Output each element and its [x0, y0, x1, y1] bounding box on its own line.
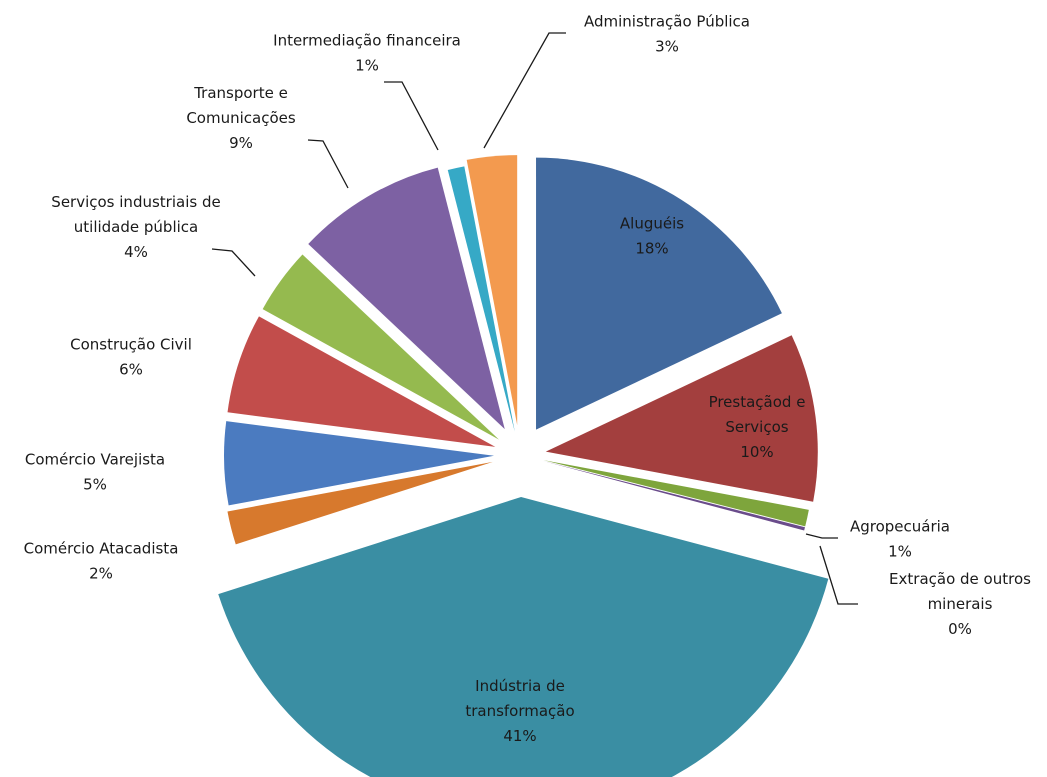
slice-name: Extração de outros [889, 570, 1031, 588]
leader-line [805, 533, 838, 539]
slice-name: Prestaçãod e [709, 393, 806, 411]
slice-percent: 2% [89, 565, 113, 583]
slice-label: Transporte e Comunicações 9% [186, 84, 296, 152]
slice-percent: 4% [124, 243, 148, 261]
pie-slice [466, 155, 518, 426]
slice-label: Comércio Atacadista 2% [24, 540, 179, 583]
slice-percent: 9% [229, 134, 253, 152]
slice-label: Serviços industriais de utilidade pública… [51, 193, 220, 261]
slice-label: Intermediação financeira 1% [273, 32, 461, 75]
slice-percent: 3% [655, 38, 679, 56]
leader-line [384, 81, 439, 151]
leader-line [307, 139, 349, 189]
pie-slice [545, 335, 818, 502]
slice-label: Comércio Varejista 5% [25, 451, 165, 494]
slice-name: transformação [465, 702, 574, 720]
slice-percent: 41% [503, 727, 536, 745]
slice-label: Construção Civil 6% [70, 336, 192, 379]
slice-label: Agropecuária 1% [850, 518, 950, 561]
leader-lines [211, 32, 858, 605]
pie-slice [543, 460, 809, 527]
pie-slice [447, 166, 515, 432]
slice-label: Extração de outros minerais 0% [889, 570, 1031, 638]
pie-slice [262, 254, 499, 440]
slice-percent: 6% [119, 361, 143, 379]
slice-name: Serviços [725, 418, 788, 436]
slice-percent: 1% [888, 543, 912, 561]
pie-slice [224, 421, 495, 506]
slice-percent: 10% [740, 443, 773, 461]
pie-slice [536, 157, 782, 430]
pie-slice [227, 316, 496, 447]
slice-label: Indústria de transformação 41% [465, 677, 574, 745]
slice-name: Administração Pública [584, 13, 750, 31]
slice-name: Indústria de [475, 677, 565, 695]
pie-slice [543, 461, 805, 531]
leader-line [819, 545, 858, 605]
slice-labels: Aluguéis 18% Prestaçãod e Serviços 10% Agrope… [24, 13, 1032, 746]
slice-name: Comunicações [186, 109, 296, 127]
pie-slices [218, 155, 829, 777]
pie-slice [218, 496, 829, 777]
slice-name: Comércio Atacadista [24, 540, 179, 558]
slice-name: Intermediação financeira [273, 32, 461, 50]
slice-percent: 18% [635, 240, 668, 258]
slice-name: Aluguéis [620, 215, 684, 233]
slice-name: Transporte e [193, 84, 288, 102]
slice-label: Administração Pública 3% [584, 13, 750, 56]
slice-name: Comércio Varejista [25, 451, 165, 469]
leader-line [483, 32, 566, 149]
leader-line [211, 248, 256, 277]
slice-label: Aluguéis 18% [620, 215, 684, 258]
pie-slice [308, 167, 505, 430]
slice-name: utilidade pública [74, 218, 198, 236]
slice-name: Serviços industriais de [51, 193, 220, 211]
pie-slice [227, 461, 493, 545]
slice-label: Prestaçãod e Serviços 10% [709, 393, 806, 461]
slice-name: Agropecuária [850, 518, 950, 536]
slice-percent: 1% [355, 57, 379, 75]
slice-percent: 5% [83, 476, 107, 494]
slice-name: Construção Civil [70, 336, 192, 354]
slice-percent: 0% [948, 620, 972, 638]
slice-name: minerais [928, 595, 993, 613]
